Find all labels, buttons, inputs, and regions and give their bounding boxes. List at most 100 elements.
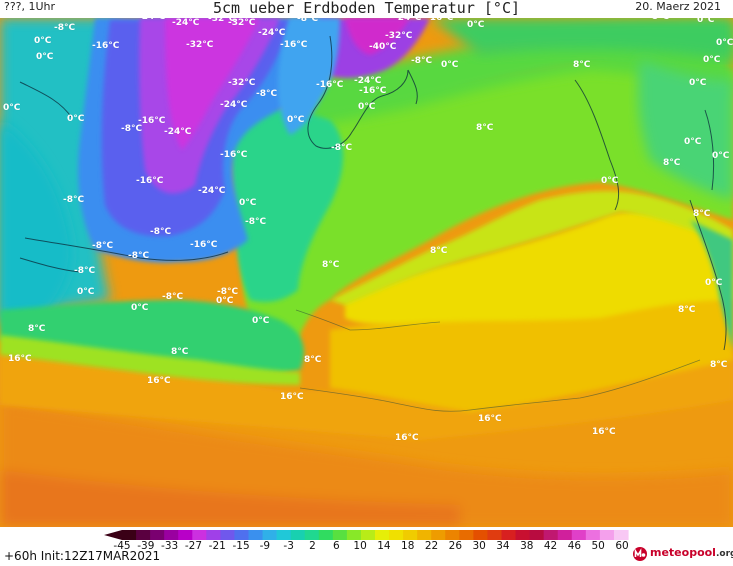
temperature-label: 8°C bbox=[171, 347, 189, 357]
scale-swatch bbox=[403, 530, 418, 540]
scale-swatch bbox=[375, 530, 390, 540]
temperature-label: -8°C bbox=[54, 23, 76, 33]
temperature-label: 8°C bbox=[322, 260, 340, 270]
temperature-label: 0°C bbox=[358, 102, 376, 112]
scale-tick: -27 bbox=[184, 540, 202, 552]
temperature-label: 8°C bbox=[710, 360, 728, 370]
temperature-label: 8°C bbox=[28, 324, 46, 334]
scale-swatch bbox=[417, 530, 432, 540]
temperature-label: 0°C bbox=[77, 287, 95, 297]
scale-swatch bbox=[164, 530, 179, 540]
scale-swatch bbox=[178, 530, 193, 540]
temperature-label: -8°C bbox=[217, 287, 239, 297]
temperature-field bbox=[0, 18, 733, 527]
temperature-label: -32°C bbox=[228, 78, 256, 88]
temperature-label: -24°C bbox=[258, 28, 286, 38]
scale-tick: 38 bbox=[520, 540, 534, 552]
temperature-label: 8°C bbox=[430, 246, 448, 256]
temperature-label: 0°C bbox=[131, 303, 149, 313]
temperature-label: 0°C bbox=[34, 36, 52, 46]
temperature-label: -8°C bbox=[128, 251, 150, 261]
temperature-label: -24°C bbox=[172, 18, 200, 28]
temperature-label: 0°C bbox=[697, 18, 715, 25]
temperature-label: -8°C bbox=[297, 18, 319, 24]
scale-swatch bbox=[599, 530, 615, 540]
temperature-label: -16°C bbox=[280, 40, 308, 50]
scale-swatch bbox=[234, 530, 250, 540]
temperature-label: 0°C bbox=[716, 38, 733, 48]
temperature-label: -24°C bbox=[394, 18, 422, 23]
temperature-label: 0°C bbox=[467, 20, 485, 30]
temperature-label: 0°C bbox=[216, 296, 234, 306]
temperature-label: -32°C bbox=[186, 40, 214, 50]
temperature-label: -8°C bbox=[121, 124, 143, 134]
temperature-label: 16°C bbox=[395, 433, 419, 443]
scale-swatch bbox=[613, 530, 629, 540]
scale-tick: 26 bbox=[448, 540, 463, 552]
temperature-label: 0°C bbox=[287, 115, 305, 125]
scale-tick: 34 bbox=[496, 540, 510, 552]
temperature-label: -32°C bbox=[228, 18, 256, 28]
scale-swatch bbox=[501, 530, 517, 540]
scale-tick: 46 bbox=[567, 540, 582, 552]
temperature-label: 0°C bbox=[712, 151, 730, 161]
temperature-label: 8°C bbox=[693, 209, 711, 219]
scale-tick: -15 bbox=[232, 540, 250, 552]
scale-tick: 10 bbox=[353, 540, 367, 552]
scale-tick: -39 bbox=[137, 540, 155, 552]
scale-tick-labels: -45 -39 -33 -27 -21 -15 -9 -3 2 6 10 14 18 22 26 30 34 38… bbox=[113, 540, 629, 553]
temperature-label: -16°C bbox=[190, 240, 218, 250]
map-footer: -45 -39 -33 -27 -21 -15 -9 -3 2 6 10 14 18 22 26 30 34 38… bbox=[0, 527, 733, 566]
temperature-label: -8°C bbox=[162, 292, 184, 302]
temperature-label: -24°C bbox=[138, 18, 165, 22]
scale-swatch bbox=[557, 530, 573, 540]
scale-tick: 14 bbox=[377, 540, 391, 552]
meteopool-logo-text: meteopool.org bbox=[650, 546, 733, 559]
scale-tick: 60 bbox=[615, 540, 629, 552]
brand-name: meteopool bbox=[650, 546, 716, 559]
temperature-label: 0°C bbox=[441, 60, 459, 70]
temperature-label: 16°C bbox=[280, 392, 304, 402]
temperature-label: -8°C bbox=[74, 266, 96, 276]
scale-swatch bbox=[332, 530, 348, 540]
forecast-date: 20. Maerz 2021 bbox=[635, 0, 721, 13]
scale-tick: 18 bbox=[401, 540, 415, 552]
temperature-label: -8°C bbox=[92, 241, 114, 251]
temperature-label: -8°C bbox=[150, 227, 172, 237]
scale-tick: -45 bbox=[113, 540, 131, 552]
temperature-label: -8°C bbox=[245, 217, 267, 227]
location-time-label: ???, 1Uhr bbox=[4, 0, 56, 13]
scale-tick: 2 bbox=[309, 540, 316, 552]
temperature-label: -24°C bbox=[220, 100, 248, 110]
temperature-label: -16°C bbox=[138, 116, 166, 126]
temperature-label: 0°C bbox=[703, 55, 721, 65]
temperature-label: 0°C bbox=[252, 316, 270, 326]
scale-swatch bbox=[571, 530, 587, 540]
temperature-label: 8°C bbox=[476, 123, 494, 133]
scale-swatch bbox=[585, 530, 601, 540]
meteopool-logo[interactable]: meteopool.org bbox=[632, 546, 733, 562]
scale-swatch bbox=[543, 530, 559, 540]
temperature-label: 8°C bbox=[678, 305, 696, 315]
scale-tick: 22 bbox=[424, 540, 439, 552]
temperature-label: -8°C bbox=[256, 89, 278, 99]
scale-swatch bbox=[445, 530, 460, 540]
temperature-label: -16°C bbox=[426, 18, 454, 23]
scale-swatch bbox=[248, 530, 264, 540]
scale-swatch bbox=[206, 530, 221, 540]
scale-tick: 6 bbox=[332, 540, 340, 552]
temperature-label: -8°C bbox=[331, 143, 353, 153]
meteopool-logo-icon bbox=[633, 547, 647, 561]
temperature-label: 0°C bbox=[689, 78, 707, 88]
scale-swatch bbox=[515, 530, 531, 540]
temperature-label: -24°C bbox=[198, 186, 226, 196]
temperature-label: -8°C bbox=[411, 56, 433, 66]
scale-swatch bbox=[192, 530, 207, 540]
scale-swatch bbox=[290, 530, 306, 540]
temperature-label: 8°C bbox=[573, 60, 591, 70]
temperature-label: -16°C bbox=[92, 41, 120, 51]
temperature-label: 16°C bbox=[147, 376, 171, 386]
scale-swatch bbox=[389, 530, 404, 540]
scale-tick: 42 bbox=[543, 540, 558, 552]
temperature-label: 0°C bbox=[601, 176, 619, 186]
